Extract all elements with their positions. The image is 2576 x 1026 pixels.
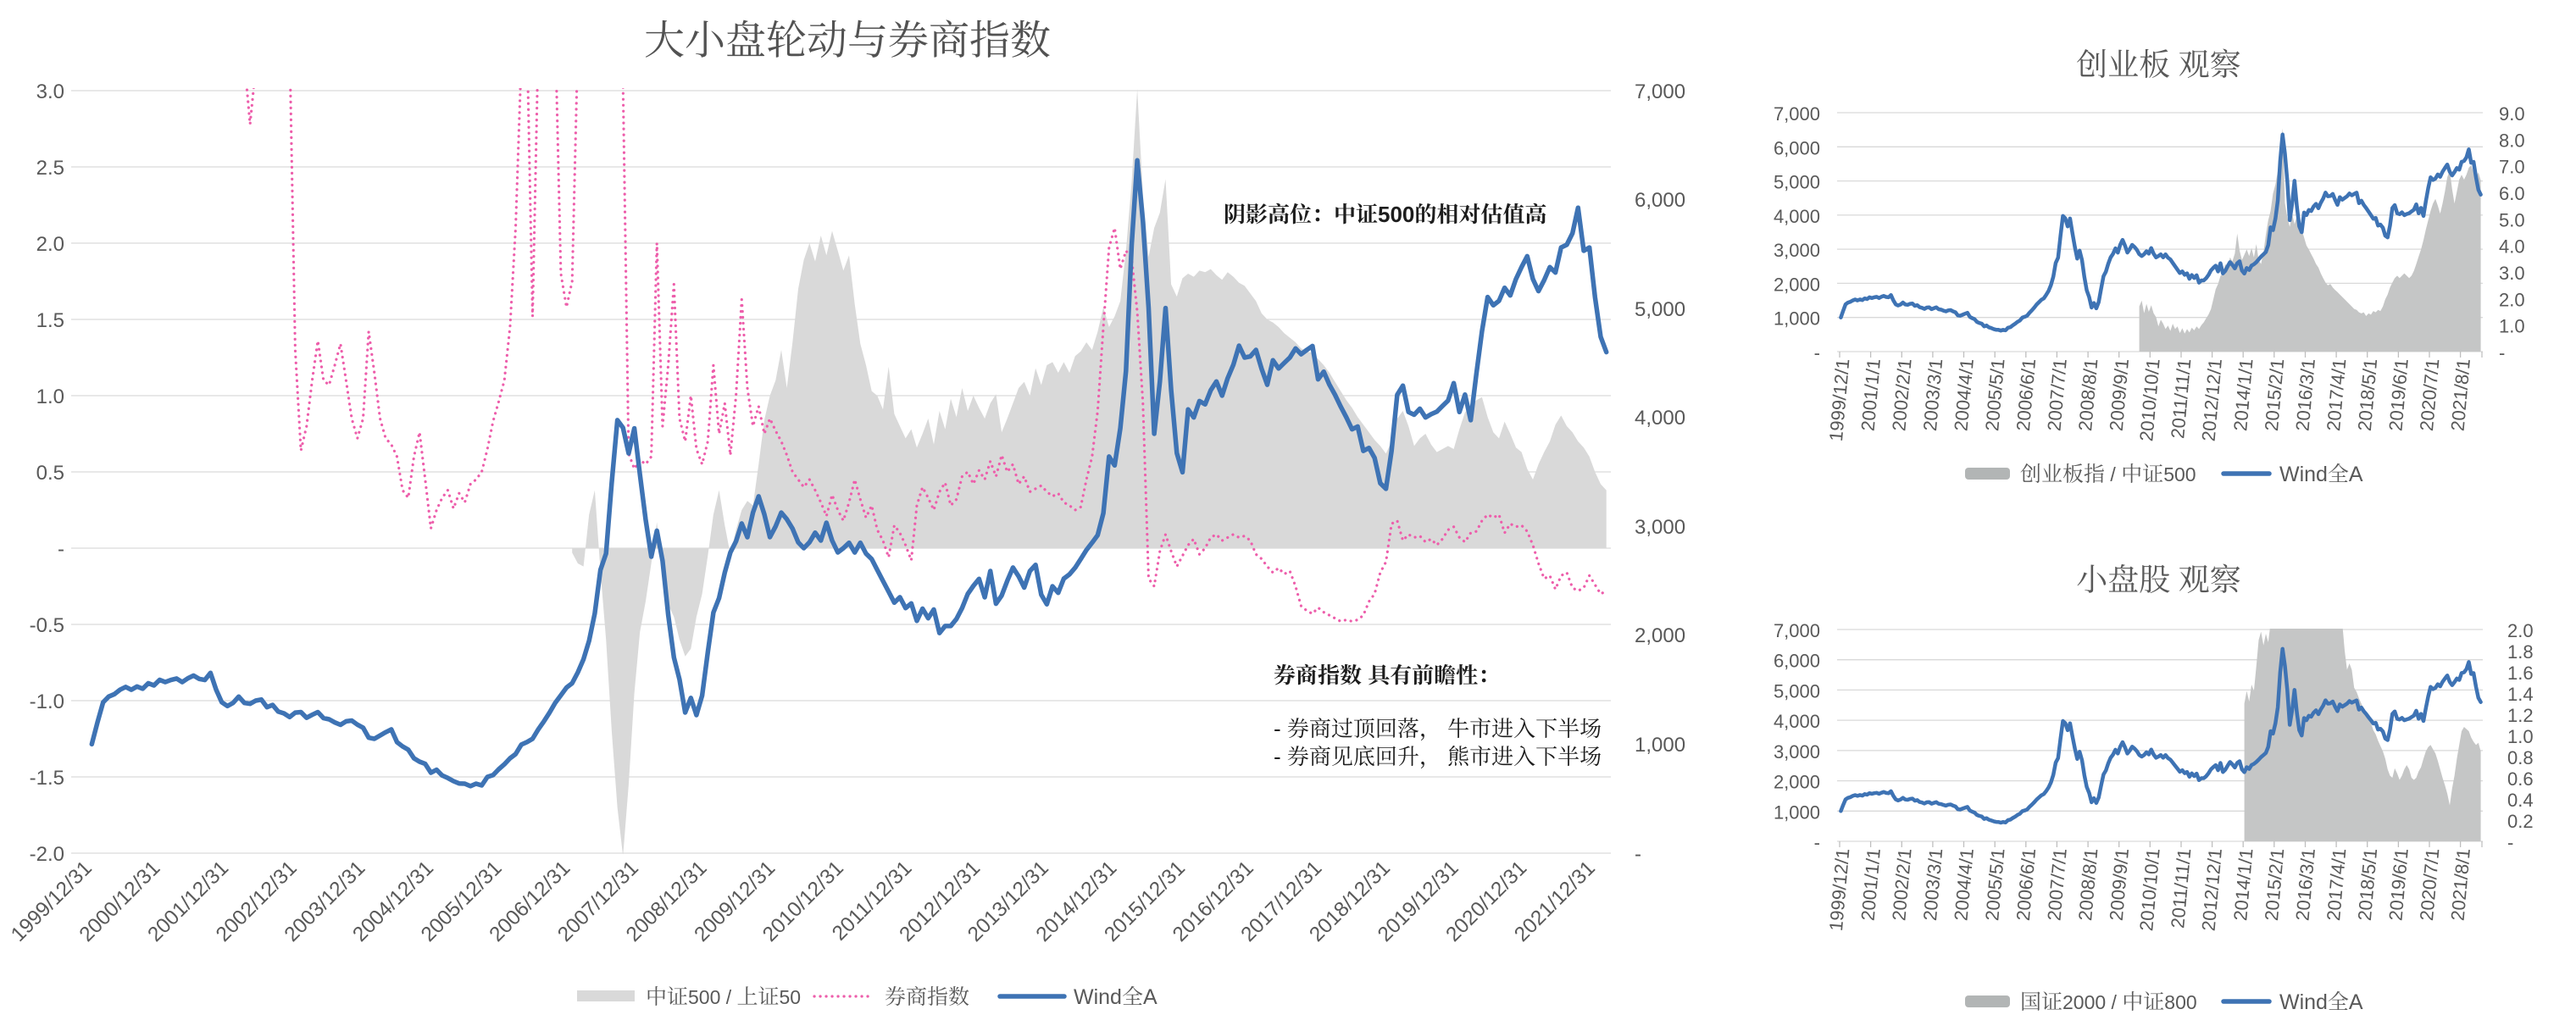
- svg-text:3,000: 3,000: [1774, 741, 1820, 763]
- svg-text:5.0: 5.0: [2499, 209, 2525, 230]
- svg-text:5,000: 5,000: [1774, 680, 1820, 702]
- svg-text:A: A: [1143, 985, 1158, 1009]
- svg-text:6,000: 6,000: [1774, 137, 1820, 158]
- svg-text:1.5: 1.5: [36, 309, 64, 332]
- svg-text:500: 500: [2163, 463, 2196, 485]
- svg-text:0.2: 0.2: [2507, 811, 2534, 832]
- svg-text:3,000: 3,000: [1635, 516, 1685, 539]
- svg-text:4,000: 4,000: [1635, 407, 1685, 430]
- svg-text:2,000: 2,000: [1774, 274, 1820, 295]
- svg-text:0.6: 0.6: [2507, 768, 2534, 790]
- svg-text:-: -: [1274, 716, 1287, 741]
- svg-text:8.0: 8.0: [2499, 130, 2525, 151]
- svg-text:-: -: [58, 538, 64, 561]
- svg-text:Wind: Wind: [1074, 985, 1122, 1009]
- svg-text:5,000: 5,000: [1774, 172, 1820, 193]
- svg-text:2000 /: 2000 /: [2062, 991, 2122, 1013]
- svg-text:500 /: 500 /: [688, 986, 737, 1008]
- svg-text:1.0: 1.0: [2507, 726, 2534, 747]
- svg-text:7,000: 7,000: [1774, 620, 1820, 641]
- svg-text:800: 800: [2164, 991, 2196, 1013]
- svg-text:1.4: 1.4: [2507, 684, 2534, 705]
- svg-text:-: -: [1814, 832, 1820, 853]
- svg-text:500: 500: [1378, 202, 1414, 227]
- svg-text:1,000: 1,000: [1774, 308, 1820, 330]
- svg-text:6,000: 6,000: [1635, 189, 1685, 212]
- svg-text:2.5: 2.5: [36, 157, 64, 180]
- svg-text:2.0: 2.0: [2507, 620, 2534, 641]
- svg-text:A: A: [2349, 463, 2363, 486]
- svg-text:0.5: 0.5: [36, 462, 64, 485]
- svg-text:-: -: [2499, 342, 2505, 363]
- svg-text:2,000: 2,000: [1774, 772, 1820, 793]
- svg-text:1,000: 1,000: [1774, 801, 1820, 823]
- svg-text:1.6: 1.6: [2507, 663, 2534, 684]
- svg-text:0.4: 0.4: [2507, 790, 2534, 811]
- svg-text:-1.5: -1.5: [30, 767, 64, 790]
- svg-text:-: -: [1814, 342, 1820, 363]
- svg-text:1.0: 1.0: [36, 385, 64, 408]
- svg-text:4.0: 4.0: [2499, 236, 2525, 258]
- svg-text:A: A: [2349, 990, 2363, 1014]
- svg-text:-2.0: -2.0: [30, 843, 64, 866]
- svg-text:3,000: 3,000: [1774, 240, 1820, 261]
- svg-text:2,000: 2,000: [1635, 624, 1685, 647]
- svg-text:3.0: 3.0: [36, 80, 64, 103]
- svg-text:2.0: 2.0: [36, 233, 64, 256]
- svg-text:/: /: [2105, 463, 2121, 485]
- svg-text:9.0: 9.0: [2499, 103, 2525, 125]
- svg-text:1.2: 1.2: [2507, 705, 2534, 726]
- svg-text:-: -: [2507, 832, 2513, 853]
- svg-text:3.0: 3.0: [2499, 263, 2525, 284]
- svg-text:1.8: 1.8: [2507, 641, 2534, 663]
- svg-text:6.0: 6.0: [2499, 183, 2525, 204]
- svg-text:-: -: [1274, 744, 1287, 769]
- svg-text:7,000: 7,000: [1774, 103, 1820, 125]
- svg-text:1.0: 1.0: [2499, 316, 2525, 337]
- svg-text:50: 50: [780, 986, 802, 1008]
- svg-text:1,000: 1,000: [1635, 734, 1685, 757]
- svg-text:4,000: 4,000: [1774, 711, 1820, 732]
- svg-text:4,000: 4,000: [1774, 206, 1820, 227]
- svg-text:-1.0: -1.0: [30, 690, 64, 713]
- svg-text:Wind: Wind: [2279, 990, 2328, 1014]
- svg-text:6,000: 6,000: [1774, 651, 1820, 672]
- svg-text:5,000: 5,000: [1635, 298, 1685, 321]
- svg-text:2.0: 2.0: [2499, 289, 2525, 310]
- svg-text:0.8: 0.8: [2507, 747, 2534, 768]
- svg-text:Wind: Wind: [2279, 463, 2328, 486]
- svg-text:7,000: 7,000: [1635, 80, 1685, 103]
- svg-text:7.0: 7.0: [2499, 157, 2525, 178]
- svg-text:-0.5: -0.5: [30, 614, 64, 637]
- svg-text:-: -: [1635, 843, 1641, 866]
